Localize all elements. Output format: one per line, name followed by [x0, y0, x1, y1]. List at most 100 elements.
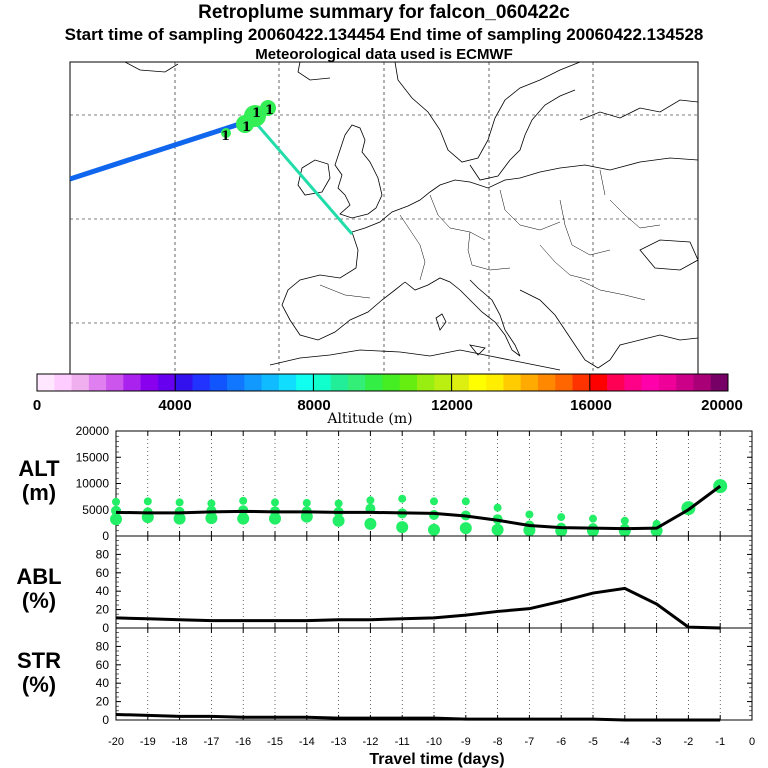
colorbar-swatch	[693, 374, 712, 391]
x-tick-label: -10	[426, 736, 442, 748]
x-tick-label: 0	[749, 736, 755, 748]
x-tick-label: -8	[493, 736, 503, 748]
alt-scatter-point	[587, 524, 599, 537]
x-tick-label: -14	[299, 736, 315, 748]
abl-series-line	[115, 586, 721, 630]
str-axis-label-line1: STR	[17, 648, 61, 673]
abl-ytick-label: 60	[96, 566, 110, 580]
colorbar-swatch	[71, 374, 90, 391]
colorbar-swatch	[468, 374, 487, 391]
x-tick-label: -3	[652, 736, 662, 748]
alt-scatter-point	[237, 512, 250, 525]
colorbar-swatch	[710, 374, 729, 391]
colorbar-swatch	[330, 374, 349, 391]
str-frame	[115, 627, 753, 721]
abl-panel: ABL (%) 0 20 40 60 80	[16, 535, 753, 635]
colorbar-swatch	[486, 374, 504, 391]
x-tick-label: -20	[108, 736, 124, 748]
colorbar-tick-label: 0	[33, 397, 41, 414]
plume-cluster	[221, 128, 231, 138]
colorbar-swatch	[296, 374, 314, 391]
str-axis-label-line2: (%)	[22, 672, 56, 697]
alt-scatter-point	[366, 496, 375, 505]
alt-series-line	[115, 484, 722, 531]
alt-scatter-point	[112, 497, 120, 506]
alt-scatter-point	[207, 499, 216, 508]
colorbar-tick-label: 20000	[701, 397, 743, 414]
abl-axis-label-line2: (%)	[22, 588, 56, 613]
alt-scatter-point	[459, 522, 472, 535]
alt-scatter-point	[428, 523, 440, 536]
alt-scatter-point	[364, 517, 377, 530]
colorbar-swatch	[88, 374, 107, 391]
colorbar-axis-label: Altitude (m)	[326, 411, 412, 427]
str-ytick-label: 20	[96, 695, 110, 709]
x-tick-label: -11	[395, 736, 410, 748]
colorbar-swatch	[123, 374, 142, 391]
colorbar-ticks: 0 4000 8000 12000 16000 20000	[33, 397, 743, 414]
x-tick-label: -12	[362, 736, 378, 748]
colorbar-swatch	[227, 374, 245, 391]
colorbar-swatch	[417, 374, 435, 391]
colorbar-swatch	[641, 374, 660, 391]
alt-scatter-point	[239, 496, 248, 505]
alt-scatter-point	[173, 512, 186, 525]
colorbar-swatch	[106, 374, 124, 391]
colorbar-swatch	[54, 374, 73, 391]
colorbar-frame	[36, 373, 729, 392]
abl-axis-label-line1: ABL	[16, 564, 61, 589]
alt-scatter-point	[557, 513, 566, 522]
colorbar-swatch	[347, 374, 366, 391]
alt-scatter-point	[332, 514, 345, 527]
alt-scatter-point	[110, 513, 122, 526]
colorbar-swatch	[261, 374, 280, 391]
alt-scatter-point	[493, 503, 502, 512]
colorbar-swatch	[37, 374, 55, 391]
colorbar-swatch	[382, 374, 401, 391]
chart-title: Retroplume summary for falcon_060422c	[198, 2, 570, 23]
colorbar-swatch	[520, 374, 539, 391]
alt-axis-label-line1: ALT	[18, 456, 60, 481]
colorbar-swatch	[658, 374, 677, 391]
colorbar-swatch	[537, 374, 556, 391]
alt-scatter-point	[461, 497, 470, 506]
x-tick-label: -1	[715, 736, 725, 748]
colorbar-swatch	[278, 374, 297, 391]
alt-scatter-point	[620, 516, 629, 525]
colorbar-swatch	[607, 374, 625, 391]
plume-cluster	[260, 100, 276, 116]
x-tick-label: -15	[267, 736, 283, 748]
colorbar-swatch	[555, 374, 574, 391]
abl-frame	[115, 535, 753, 629]
alt-scatter-point	[302, 498, 311, 507]
map-marker: 1	[265, 103, 274, 118]
alt-ytick-label: 20000	[76, 424, 110, 438]
colorbar-swatch	[399, 374, 418, 391]
x-tick-label: -13	[331, 736, 347, 748]
alt-panel: ALT (m) 0 5000 10000 15000 20000	[18, 424, 753, 543]
colorbar-swatch	[572, 374, 591, 391]
x-tick-label: -9	[461, 736, 471, 748]
alt-scatter-point	[618, 524, 631, 537]
alt-scatter-point	[523, 524, 536, 537]
x-tick-label: -6	[556, 736, 566, 748]
alt-scatter-point	[430, 497, 438, 506]
colorbar-swatch	[676, 374, 694, 391]
colorbar-tick-label: 16000	[570, 397, 612, 414]
abl-ytick-label: 40	[96, 584, 110, 598]
alt-scatter-point	[269, 512, 281, 525]
alt-scatter-point	[271, 498, 279, 507]
alt-ytick-label: 5000	[82, 503, 109, 517]
sampling-times: Start time of sampling 20060422.134454 E…	[64, 25, 704, 44]
alt-scatter-point	[525, 510, 534, 519]
x-tick-label: -18	[172, 736, 188, 748]
abl-ytick-label: 0	[102, 621, 109, 635]
plume-cluster	[236, 115, 254, 133]
str-series-line	[115, 712, 721, 722]
europe-map: 1 1 1 1	[69, 61, 699, 375]
alt-scatter-point	[143, 497, 152, 506]
trajectories	[70, 100, 354, 235]
map-marker: 1	[242, 120, 251, 135]
map-markers: 1 1 1 1	[221, 103, 274, 144]
met-data-note: Meteorological data used is ECMWF	[255, 46, 513, 63]
